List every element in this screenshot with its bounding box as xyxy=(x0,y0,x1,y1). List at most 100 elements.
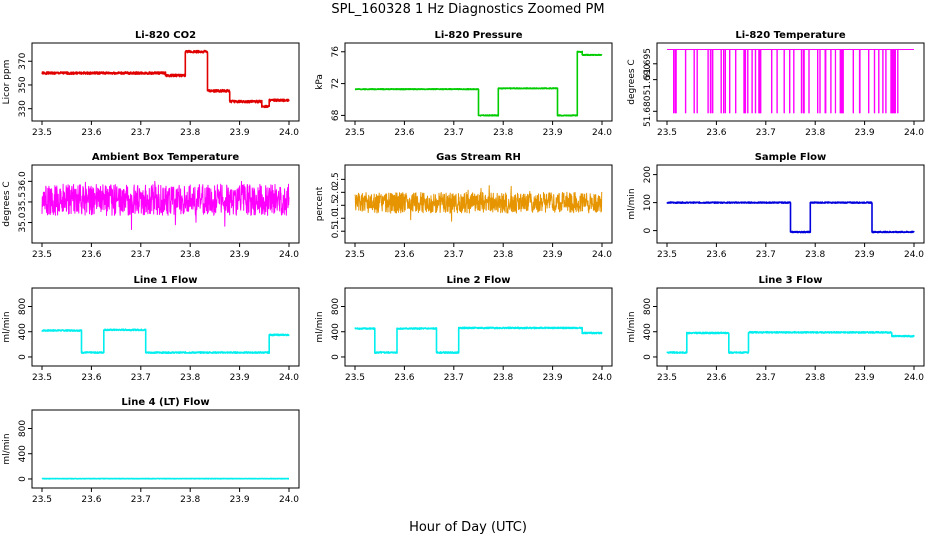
x-tick-label: 24.0 xyxy=(904,250,924,260)
y-tick-label: 0.5 xyxy=(331,224,341,238)
x-tick-label: 23.5 xyxy=(657,128,677,138)
series-line xyxy=(354,50,603,117)
x-tick-label: 23.9 xyxy=(855,128,875,138)
y-tick-label: 72 xyxy=(331,78,341,89)
panel-title: Line 4 (LT) Flow xyxy=(121,397,209,408)
x-tick-label: 23.7 xyxy=(444,128,464,138)
series-line xyxy=(41,180,290,230)
panel-title: Ambient Box Temperature xyxy=(92,152,239,163)
plot-frame xyxy=(344,164,613,244)
x-tick-label: 23.5 xyxy=(32,128,52,138)
x-tick-label: 23.6 xyxy=(81,250,101,260)
x-tick-label: 23.9 xyxy=(230,128,250,138)
x-tick-label: 24.0 xyxy=(279,250,299,260)
y-tick-label: 800 xyxy=(18,298,28,315)
series-line xyxy=(354,185,603,222)
panel-ambient-box-temperature: Ambient Box Temperature degrees C 23.5 23.6… xyxy=(2,152,300,260)
y-axis-label: degrees C xyxy=(627,59,637,104)
series-line xyxy=(41,49,290,109)
x-tick-label: 23.5 xyxy=(345,250,365,260)
panel-title: Line 3 Flow xyxy=(759,275,823,286)
y-tick-label: 35.5 xyxy=(18,192,28,212)
x-tick-label: 23.7 xyxy=(756,250,776,260)
panel-title: Sample Flow xyxy=(755,152,827,163)
y-axis-label: degrees C xyxy=(2,181,12,226)
y-tick-label: 0 xyxy=(331,354,341,360)
x-tick-label: 23.8 xyxy=(180,250,200,260)
x-tick-label: 24.0 xyxy=(904,373,924,383)
x-tick-label: 24.0 xyxy=(279,128,299,138)
x-tick-label: 23.6 xyxy=(81,128,101,138)
y-tick-label: 100 xyxy=(643,194,653,211)
x-tick-label: 23.7 xyxy=(131,128,151,138)
figure-title: SPL_160328 1 Hz Diagnostics Zoomed PM xyxy=(331,2,604,17)
x-tick-label: 23.7 xyxy=(756,373,776,383)
plot-frame xyxy=(656,287,925,367)
panel-title: Line 2 Flow xyxy=(447,275,511,286)
x-tick-label: 23.6 xyxy=(394,128,414,138)
y-tick-label: 1.5 xyxy=(331,198,341,212)
series-line xyxy=(666,201,915,234)
x-tick-label: 23.8 xyxy=(805,128,825,138)
panel-li-820-temperature: Li-820 Temperature degrees C 23.5 23.6 23.7 2… xyxy=(627,30,925,138)
x-tick-label: 23.8 xyxy=(180,495,200,505)
plot-frame xyxy=(656,164,925,244)
series-line xyxy=(666,330,915,354)
x-tick-label: 23.8 xyxy=(180,128,200,138)
y-tick-label: 0 xyxy=(643,354,653,360)
y-tick-label: 68 xyxy=(331,109,341,121)
y-tick-label: 76 xyxy=(331,46,341,58)
x-tick-label: 23.6 xyxy=(706,250,726,260)
x-tick-label: 23.8 xyxy=(805,250,825,260)
x-tick-label: 23.5 xyxy=(32,495,52,505)
plot-frame xyxy=(656,42,925,122)
plot-frame xyxy=(344,287,613,367)
panel-li-820-pressure: Li-820 Pressure kPa 23.5 23.6 23.7 23.8 23.9 24… xyxy=(315,30,613,138)
x-tick-label: 23.7 xyxy=(131,250,151,260)
x-tick-label: 23.7 xyxy=(756,128,776,138)
y-tick-label: 200 xyxy=(643,166,653,183)
x-tick-label: 23.5 xyxy=(657,250,677,260)
y-axis-label: ml/min xyxy=(627,311,637,342)
x-tick-label: 23.8 xyxy=(493,373,513,383)
y-tick-label: 350 xyxy=(18,76,28,93)
y-axis-label: ml/min xyxy=(2,311,12,342)
x-tick-label: 23.8 xyxy=(493,128,513,138)
x-tick-label: 23.5 xyxy=(657,373,677,383)
y-tick-label: 400 xyxy=(331,323,341,340)
y-axis-label: Licor ppm xyxy=(2,60,12,105)
x-tick-label: 23.5 xyxy=(32,373,52,383)
series-line xyxy=(667,49,914,114)
y-tick-label: 370 xyxy=(18,52,28,69)
plot-frame xyxy=(31,164,300,244)
panel-gas-stream-rh: Gas Stream RH percent 23.5 23.6 23.7 23.8 23.9… xyxy=(315,152,613,260)
panel-li-820-co2: Li-820 CO2 Licor ppm 23.5 23.6 23.7 23.8 23.9 2… xyxy=(2,30,300,138)
plot-frame xyxy=(31,287,300,367)
x-tick-label: 24.0 xyxy=(279,495,299,505)
panel-line-1-flow: Line 1 Flow ml/min 23.5 23.6 23.7 23.8 23.9 24.… xyxy=(2,275,300,383)
panel-title: Li-820 Temperature xyxy=(735,30,845,41)
x-tick-label: 23.7 xyxy=(131,495,151,505)
x-tick-label: 23.6 xyxy=(81,495,101,505)
y-axis-label: kPa xyxy=(315,74,325,90)
y-tick-label: 800 xyxy=(643,298,653,315)
x-tick-label: 23.9 xyxy=(230,495,250,505)
y-tick-label: 51.695 xyxy=(643,48,653,80)
plot-frame xyxy=(344,42,613,122)
x-tick-label: 23.9 xyxy=(543,128,563,138)
y-tick-label: 2.0 xyxy=(331,185,341,200)
x-tick-label: 24.0 xyxy=(592,373,612,383)
x-tick-label: 24.0 xyxy=(592,250,612,260)
x-tick-label: 23.9 xyxy=(230,250,250,260)
y-tick-label: 36.0 xyxy=(18,171,28,191)
y-axis-label: percent xyxy=(315,186,325,221)
x-tick-label: 23.6 xyxy=(81,373,101,383)
y-axis-label: ml/min xyxy=(315,311,325,342)
y-tick-label: 800 xyxy=(18,420,28,437)
plot-frame xyxy=(31,409,300,489)
x-tick-label: 23.6 xyxy=(394,373,414,383)
y-tick-label: 400 xyxy=(18,323,28,340)
panel-line-2-flow: Line 2 Flow ml/min 23.5 23.6 23.7 23.8 23.9 24.… xyxy=(315,275,613,383)
x-tick-label: 23.7 xyxy=(131,373,151,383)
